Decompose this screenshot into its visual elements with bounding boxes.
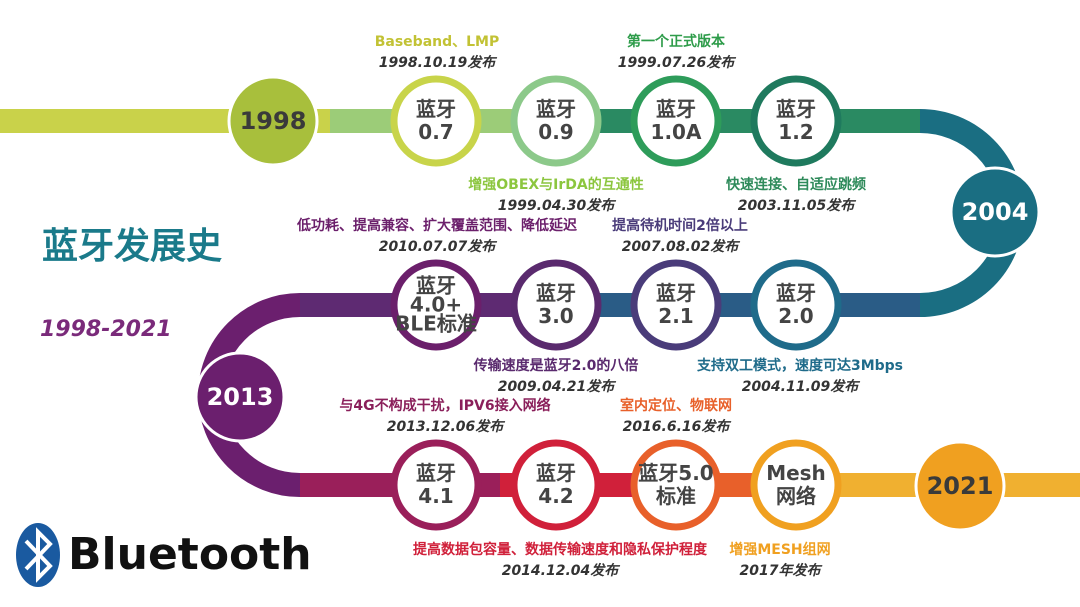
annotation-feature: 提高数据包容量、数据传输速度和隐私保护程度 xyxy=(413,541,708,558)
year-label: 2004 xyxy=(962,198,1029,226)
node-label: 蓝牙 xyxy=(536,281,576,305)
annotation-feature: 增强OBEX与IrDA的互通性 xyxy=(468,176,644,193)
annotation-feature: 第一个正式版本 xyxy=(627,33,726,50)
node-circle xyxy=(390,75,482,167)
node-circle xyxy=(510,75,602,167)
year-circle xyxy=(949,166,1041,258)
node-label: 2.0 xyxy=(778,304,813,328)
annotation-date: 2013.12.06发布 xyxy=(387,418,506,435)
annotation-feature: 提高待机时间2倍以上 xyxy=(612,217,748,234)
node-label: 蓝牙 xyxy=(416,461,456,485)
node-label: 4.0+ xyxy=(410,293,462,317)
node-circle xyxy=(750,259,842,351)
node-label: Mesh xyxy=(766,461,826,485)
node-label: 蓝牙 xyxy=(416,97,456,121)
annotation-feature: 低功耗、提高兼容、扩大覆盖范围、降低延迟 xyxy=(296,217,577,234)
node-circle xyxy=(750,75,842,167)
node-label: 1.0A xyxy=(651,120,702,144)
annotation-feature: 与4G不构成干扰，IPV6接入网络 xyxy=(339,397,550,414)
node-label: BLE标准 xyxy=(395,312,477,336)
annotation-feature: 支持双工模式，速度可达3Mbps xyxy=(696,357,903,374)
node-label: 蓝牙 xyxy=(656,97,696,121)
node-label: 网络 xyxy=(776,484,816,508)
annotation-date: 2007.08.02发布 xyxy=(622,238,741,255)
node-label: 蓝牙 xyxy=(536,461,576,485)
annotation-date: 2004.11.09发布 xyxy=(742,378,861,395)
annotation-feature: 传输速度是蓝牙2.0的八倍 xyxy=(473,357,639,374)
node-label: 蓝牙5.0 xyxy=(638,461,713,485)
annotation-date: 2003.11.05发布 xyxy=(738,197,857,214)
node-circle xyxy=(510,259,602,351)
annotation-feature: Baseband、LMP xyxy=(375,34,500,50)
year-label: 2013 xyxy=(207,383,274,411)
node-circle xyxy=(510,439,602,531)
year-circle xyxy=(227,75,319,167)
node-label: 0.9 xyxy=(538,120,573,144)
node-label: 1.2 xyxy=(778,120,813,144)
node-circle xyxy=(390,259,482,351)
node-circle xyxy=(750,439,842,531)
node-label: 蓝牙 xyxy=(536,97,576,121)
annotation-date: 2017年发布 xyxy=(740,562,823,579)
node-circle xyxy=(630,75,722,167)
node-label: 0.7 xyxy=(418,120,453,144)
node-label: 蓝牙 xyxy=(776,281,816,305)
annotation-date: 2016.6.16发布 xyxy=(623,418,732,435)
year-label: 2021 xyxy=(927,472,994,500)
node-label: 2.1 xyxy=(658,304,693,328)
year-circle xyxy=(194,351,286,443)
annotation-date: 1999.07.26发布 xyxy=(618,54,737,71)
annotation-feature: 增强MESH组网 xyxy=(729,541,830,558)
annotation-date: 2014.12.04发布 xyxy=(502,562,621,579)
node-label: 标准 xyxy=(656,484,696,508)
node-circle xyxy=(390,439,482,531)
annotation-date: 2010.07.07发布 xyxy=(379,238,498,255)
node-circle xyxy=(630,439,722,531)
node-label: 蓝牙 xyxy=(656,281,696,305)
node-label: 蓝牙 xyxy=(776,97,816,121)
node-label: 蓝牙 xyxy=(416,274,456,298)
node-label: 4.2 xyxy=(538,484,573,508)
node-circle xyxy=(630,259,722,351)
title: 蓝牙发展史 xyxy=(42,226,222,267)
bluetooth-logo: Bluetooth xyxy=(16,523,312,587)
annotation-feature: 快速连接、自适应跳频 xyxy=(726,176,866,193)
node-label: 3.0 xyxy=(538,304,573,328)
year-label: 1998 xyxy=(240,107,307,135)
subtitle: 1998-2021 xyxy=(40,317,172,342)
logo-text: Bluetooth xyxy=(68,529,312,580)
annotation-feature: 室内定位、物联网 xyxy=(620,397,732,414)
year-circle xyxy=(914,440,1006,532)
node-label: 4.1 xyxy=(418,484,453,508)
annotation-date: 1999.04.30发布 xyxy=(498,197,617,214)
annotation-date: 2009.04.21发布 xyxy=(498,378,617,395)
annotation-date: 1998.10.19发布 xyxy=(379,54,498,71)
